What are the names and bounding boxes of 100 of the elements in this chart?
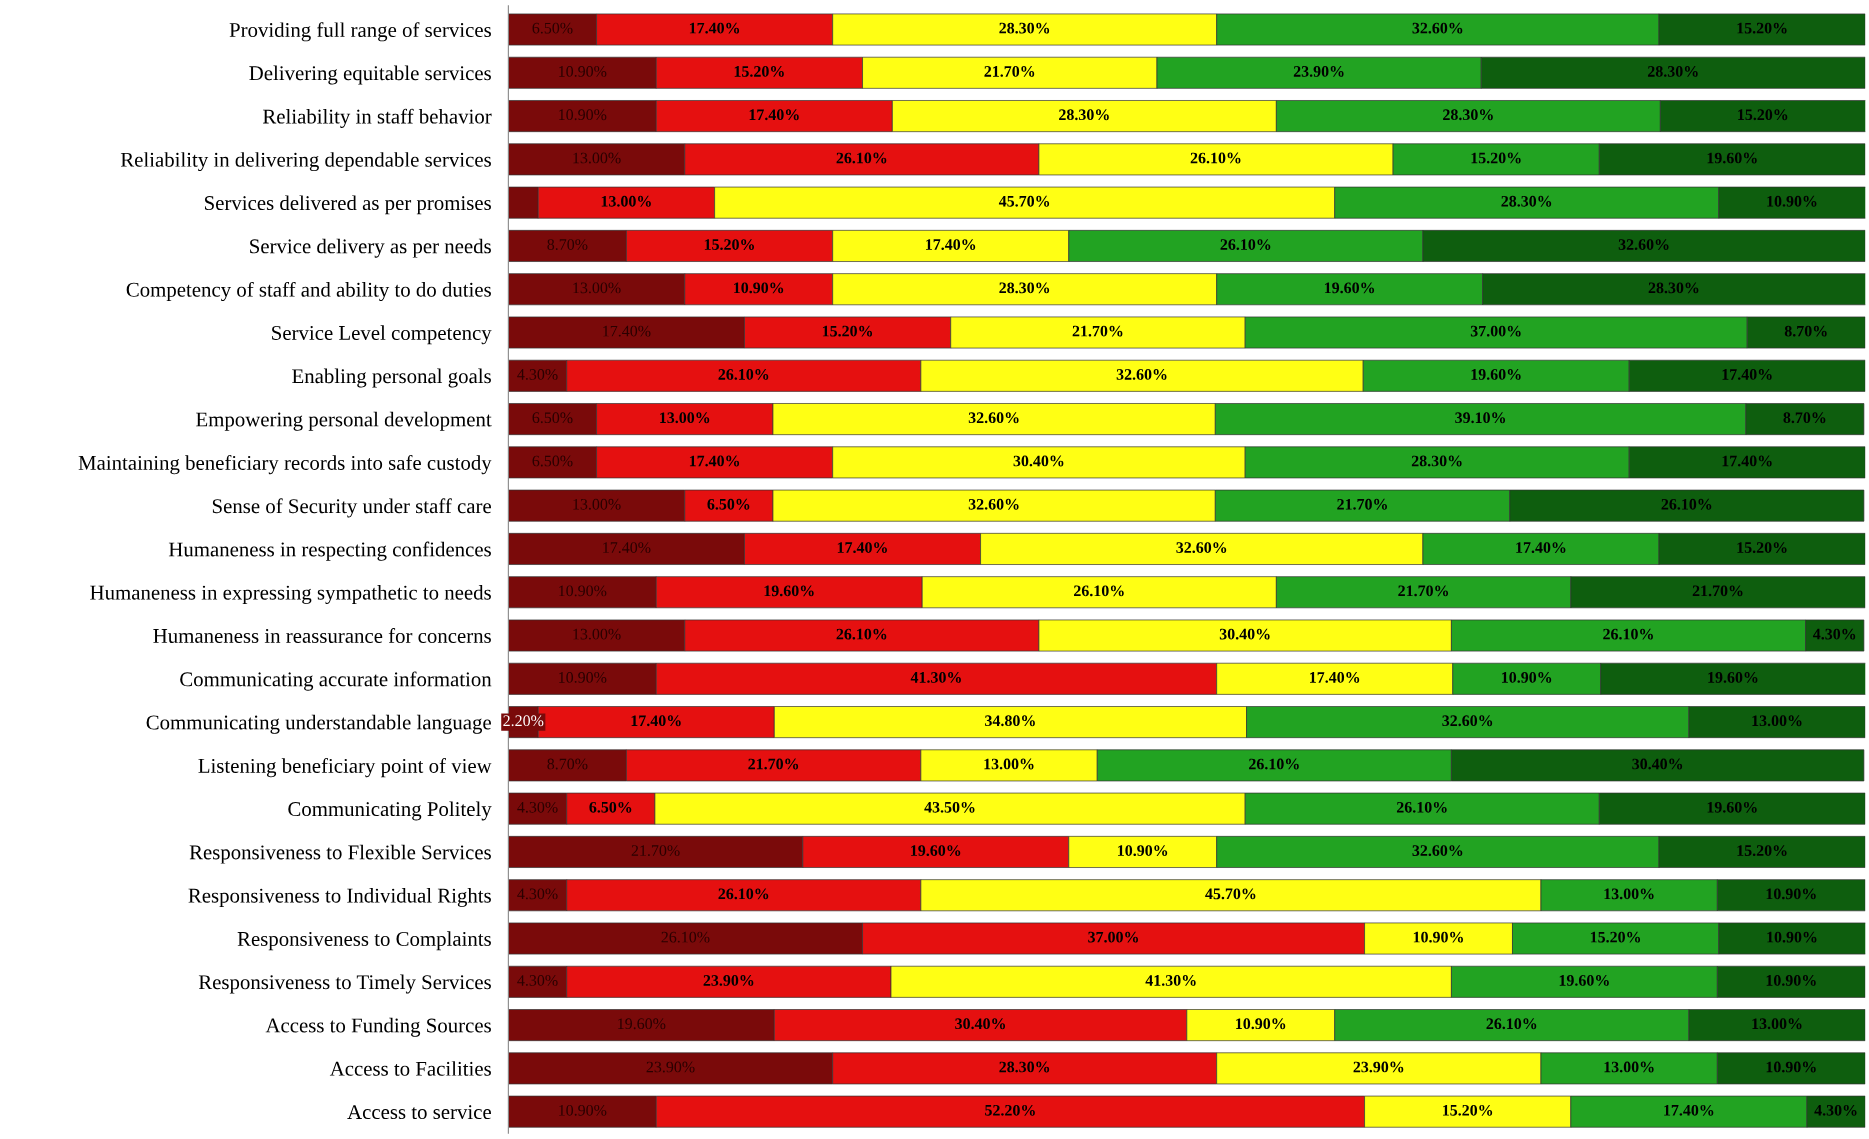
data-label: 19.60% (618, 1018, 666, 1030)
data-label: 15.20% (1443, 1104, 1493, 1116)
data-label: 13.00% (573, 498, 621, 510)
y-tick-label: Delivering equitable services (249, 65, 491, 85)
data-label: 15.20% (1737, 845, 1787, 857)
data-label: 8.70% (547, 239, 588, 250)
data-label: 10.90% (1413, 931, 1463, 943)
y-tick-label: Communicating accurate information (180, 671, 492, 691)
y-tick-label: Sense of Security under staff care (212, 498, 491, 518)
data-label: 21.70% (1337, 498, 1387, 510)
data-label: 28.30% (1648, 282, 1699, 294)
data-label: 17.40% (689, 22, 740, 34)
data-label: 10.90% (1766, 1061, 1816, 1073)
data-label: 26.10% (1190, 152, 1241, 164)
y-tick-label: Access to Facilities (329, 1061, 491, 1076)
y-tick-label: Listening beneficiary point of view (198, 758, 492, 778)
data-label: 21.70% (1692, 585, 1743, 597)
data-label: 32.60% (1412, 22, 1463, 34)
data-label: 30.40% (1219, 628, 1270, 640)
y-tick-label: Communicating understandable language (146, 714, 491, 734)
data-label: 26.10% (661, 931, 710, 943)
data-label: 17.40% (1722, 455, 1772, 467)
data-label: 26.10% (836, 152, 887, 164)
data-label: 17.40% (689, 455, 740, 467)
data-label: 8.70% (547, 758, 588, 770)
data-label: 10.90% (734, 282, 784, 294)
data-label: 52.20% (985, 1104, 1035, 1116)
data-label: 17.40% (749, 109, 799, 121)
y-tick-label: Service delivery as per needs (250, 238, 491, 258)
data-label: 45.70% (1205, 888, 1256, 900)
data-label: 13.00% (573, 282, 621, 294)
y-tick-label: Access to service (347, 1105, 491, 1120)
data-label: 21.70% (1398, 585, 1449, 597)
data-label: 13.00% (1604, 1061, 1654, 1073)
data-label: 26.10% (1396, 801, 1447, 813)
data-label: 17.40% (631, 715, 681, 727)
data-label: 15.20% (734, 66, 784, 77)
y-tick-label: Services delivered as per promises (204, 195, 491, 215)
data-label: 19.60% (764, 585, 814, 597)
data-label: 13.00% (660, 412, 710, 424)
data-label: 26.10% (1220, 239, 1271, 250)
data-label: 17.40% (1722, 369, 1772, 380)
data-label: 6.50% (532, 412, 573, 424)
data-label: 23.90% (1353, 1061, 1404, 1073)
data-label: 4.30% (517, 369, 558, 380)
y-tick-label: Humaneness in respecting confidences (168, 541, 491, 561)
data-label: 28.30% (1411, 455, 1462, 467)
y-tick-label: Humaneness in reassurance for concerns (153, 628, 491, 643)
data-label: 15.20% (1737, 542, 1787, 554)
data-label: 26.10% (1661, 498, 1712, 510)
y-tick-label: Empowering personal development (196, 411, 492, 431)
data-label: 28.30% (1501, 195, 1552, 207)
data-label: 13.00% (601, 195, 651, 207)
data-label: 15.20% (704, 239, 754, 250)
data-label: 8.70% (1784, 325, 1827, 337)
y-tick-label: Competency of staff and ability to do duties (126, 281, 491, 302)
data-label: 8.70% (1783, 412, 1826, 424)
data-label: 37.00% (1088, 931, 1138, 943)
data-label: 26.10% (836, 628, 887, 640)
data-label: 4.30% (517, 801, 558, 813)
data-label: 6.50% (532, 22, 573, 34)
y-tick-label: Service Level competency (272, 325, 492, 345)
data-label: 32.60% (1412, 845, 1463, 857)
data-label: 19.60% (1559, 975, 1609, 986)
data-label: 19.60% (911, 845, 961, 857)
data-label: 39.10% (1455, 412, 1506, 424)
data-label: 10.90% (1502, 672, 1552, 683)
data-label: 15.20% (1738, 109, 1788, 121)
data-label: 4.30% (517, 975, 558, 986)
y-tick-label: Reliability in staff behavior (262, 108, 492, 128)
data-label: 28.30% (999, 22, 1050, 34)
data-label: 21.70% (984, 66, 1035, 77)
data-label: 26.10% (718, 369, 769, 380)
data-label: 10.90% (559, 109, 607, 121)
data-label: 30.40% (955, 1018, 1006, 1030)
data-label: 21.70% (1072, 325, 1123, 337)
data-label: 15.20% (1590, 931, 1641, 943)
data-label: 4.30% (517, 888, 558, 900)
data-label: 17.40% (1516, 542, 1566, 554)
data-label: 26.10% (718, 888, 769, 900)
y-tick-label: Responsiveness to Complaints (237, 931, 491, 951)
y-tick-label: Responsiveness to Flexible Services (189, 844, 491, 864)
data-label: 6.50% (707, 498, 750, 510)
data-label: 6.50% (532, 455, 573, 467)
y-tick-label: Responsiveness to Timely Services (198, 974, 491, 994)
data-label: 41.30% (910, 672, 961, 683)
y-tick-label: Communicating Politely (288, 801, 492, 821)
data-label: 28.30% (1059, 109, 1109, 121)
data-label: 13.00% (1752, 1018, 1802, 1030)
data-label: 21.70% (748, 758, 799, 770)
data-label: 19.60% (1708, 672, 1758, 683)
data-label: 10.90% (1236, 1018, 1286, 1030)
data-label: 19.60% (1707, 801, 1757, 813)
data-label: 32.60% (1116, 369, 1167, 380)
data-label: 32.60% (968, 498, 1019, 510)
data-label: 19.60% (1471, 369, 1521, 380)
data-label: 17.40% (603, 325, 651, 337)
data-label: 28.30% (1443, 109, 1493, 121)
data-label: 19.60% (1707, 152, 1757, 164)
data-label: 30.40% (1013, 455, 1064, 467)
